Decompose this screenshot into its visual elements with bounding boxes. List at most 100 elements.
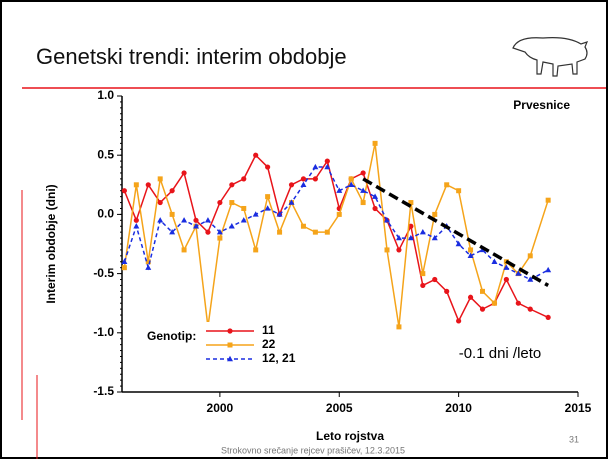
point <box>515 270 522 276</box>
point <box>253 247 259 253</box>
point <box>336 211 342 217</box>
point <box>169 228 176 235</box>
point <box>479 306 486 312</box>
pig-icon <box>512 37 589 77</box>
point <box>545 197 551 203</box>
point <box>408 223 414 229</box>
point <box>300 223 306 229</box>
point <box>527 306 533 312</box>
point <box>241 176 247 182</box>
series-line <box>123 153 549 323</box>
point <box>157 199 163 206</box>
point <box>228 223 235 229</box>
point <box>420 282 426 289</box>
x-tick-label: 2015 <box>565 401 592 415</box>
point <box>193 217 199 223</box>
point <box>312 176 318 182</box>
point <box>503 276 509 283</box>
point <box>312 163 319 170</box>
point <box>515 300 521 306</box>
point <box>240 217 247 223</box>
point <box>491 300 497 306</box>
point <box>277 229 283 235</box>
point <box>456 318 462 324</box>
point <box>145 182 151 188</box>
point <box>121 258 128 264</box>
legend-label: 11 <box>262 323 275 337</box>
point <box>157 217 164 223</box>
point <box>145 264 152 270</box>
point <box>468 247 474 253</box>
slide-title: Genetski trendi: interim obdobje <box>36 44 347 69</box>
x-tick-label: 2010 <box>445 401 472 415</box>
point <box>229 200 235 206</box>
point <box>133 217 139 223</box>
point <box>444 182 450 188</box>
legend-marker <box>227 328 233 334</box>
point <box>217 199 223 206</box>
point <box>264 205 271 211</box>
point <box>169 188 175 194</box>
point <box>456 188 462 194</box>
point <box>121 265 127 271</box>
point <box>372 140 378 146</box>
footer: Strokovno srečanje rejcev prašičev, 12.3… <box>221 445 405 455</box>
point <box>431 234 438 241</box>
point <box>372 193 379 199</box>
point <box>372 205 378 212</box>
point <box>408 200 414 206</box>
point <box>288 199 295 205</box>
point <box>348 176 354 182</box>
point <box>432 276 438 283</box>
point <box>265 194 271 200</box>
point <box>169 211 175 217</box>
legend-marker <box>227 342 233 348</box>
point <box>407 234 414 241</box>
point <box>300 181 307 187</box>
point <box>384 247 390 253</box>
point <box>276 211 283 217</box>
point <box>324 163 331 170</box>
y-tick-label: -1.5 <box>93 384 114 398</box>
point <box>491 258 498 264</box>
point <box>181 170 187 176</box>
y-tick-label: 0.0 <box>97 207 114 221</box>
point <box>336 187 343 193</box>
point <box>121 188 127 194</box>
point <box>384 217 391 223</box>
y-tick-label: 0.5 <box>97 147 114 161</box>
point <box>545 266 552 273</box>
point <box>265 164 271 170</box>
point <box>217 235 223 241</box>
point <box>157 176 163 182</box>
trend-label: -0.1 dni /leto <box>459 345 542 362</box>
point <box>324 158 330 164</box>
point <box>480 288 486 294</box>
legend-marker <box>227 355 233 362</box>
point <box>396 247 402 253</box>
point <box>467 252 474 259</box>
point <box>252 211 259 217</box>
point <box>503 264 510 270</box>
point <box>324 229 330 235</box>
x-axis-label: Leto rojstva <box>316 429 384 443</box>
legend-title: Genotip: <box>147 329 196 343</box>
point <box>360 170 366 176</box>
x-tick-label: 2000 <box>207 401 234 415</box>
point <box>204 217 211 223</box>
point <box>181 247 187 253</box>
point <box>444 288 450 294</box>
x-tick-label: 2005 <box>326 401 353 415</box>
point <box>253 152 259 158</box>
y-tick-label: -1.0 <box>93 325 114 339</box>
legend-label: 12, 21 <box>262 351 296 365</box>
y-axis-label: Interim obdobje (dni) <box>44 184 58 303</box>
point <box>432 211 438 217</box>
annotation: Prvesnice <box>513 98 570 112</box>
y-tick-label: 1.0 <box>97 88 114 102</box>
point <box>360 187 367 193</box>
